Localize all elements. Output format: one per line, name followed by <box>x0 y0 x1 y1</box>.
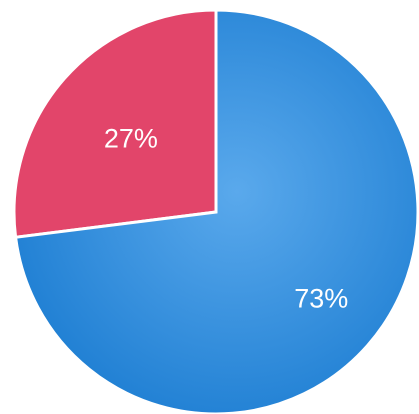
pie-slice-1 <box>12 8 218 239</box>
pie-slice-label-1: 27% <box>104 124 158 154</box>
pie-slice-2 <box>13 8 419 414</box>
pie-slice-label-2: 73% <box>294 283 348 313</box>
pie-labels: 27% 73% <box>104 124 348 314</box>
cropped-title-strip <box>70 0 360 8</box>
pie-slices <box>12 8 419 414</box>
